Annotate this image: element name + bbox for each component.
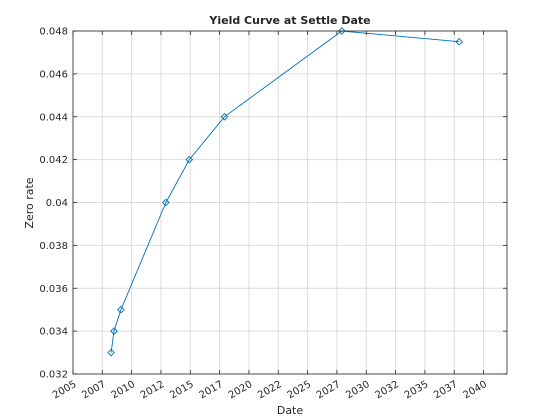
chart-title: Yield Curve at Settle Date (208, 14, 370, 27)
y-tick-label: 0.038 (39, 241, 68, 252)
y-tick-label: 0.046 (39, 69, 68, 80)
y-tick-label: 0.042 (39, 155, 68, 166)
y-tick-label: 0.032 (39, 370, 68, 381)
data-point-marker (337, 27, 346, 35)
data-point-marker (107, 348, 115, 357)
data-point-marker (117, 305, 125, 314)
data-point-marker (185, 155, 194, 164)
data-point-marker (162, 198, 170, 207)
y-tick-label: 0.048 (39, 27, 68, 38)
y-tick-label: 0.044 (39, 112, 68, 123)
data-point-marker (455, 37, 463, 46)
y-axis-ticks: 0.032 0.034 0.036 0.038 0.04 0.042 0.044 0.046 0… (39, 27, 507, 381)
y-tick-label: 0.034 (39, 327, 68, 338)
grid-lines (72, 30, 507, 375)
series-layer (107, 27, 463, 357)
y-axis-label: Zero rate (23, 177, 36, 228)
data-point-marker (110, 327, 118, 335)
y-tick-label: 0.036 (39, 284, 68, 295)
series-line (110, 30, 460, 353)
y-tick-label: 0.04 (46, 198, 68, 209)
x-axis-label: Date (277, 404, 304, 417)
data-point-marker (220, 112, 229, 121)
